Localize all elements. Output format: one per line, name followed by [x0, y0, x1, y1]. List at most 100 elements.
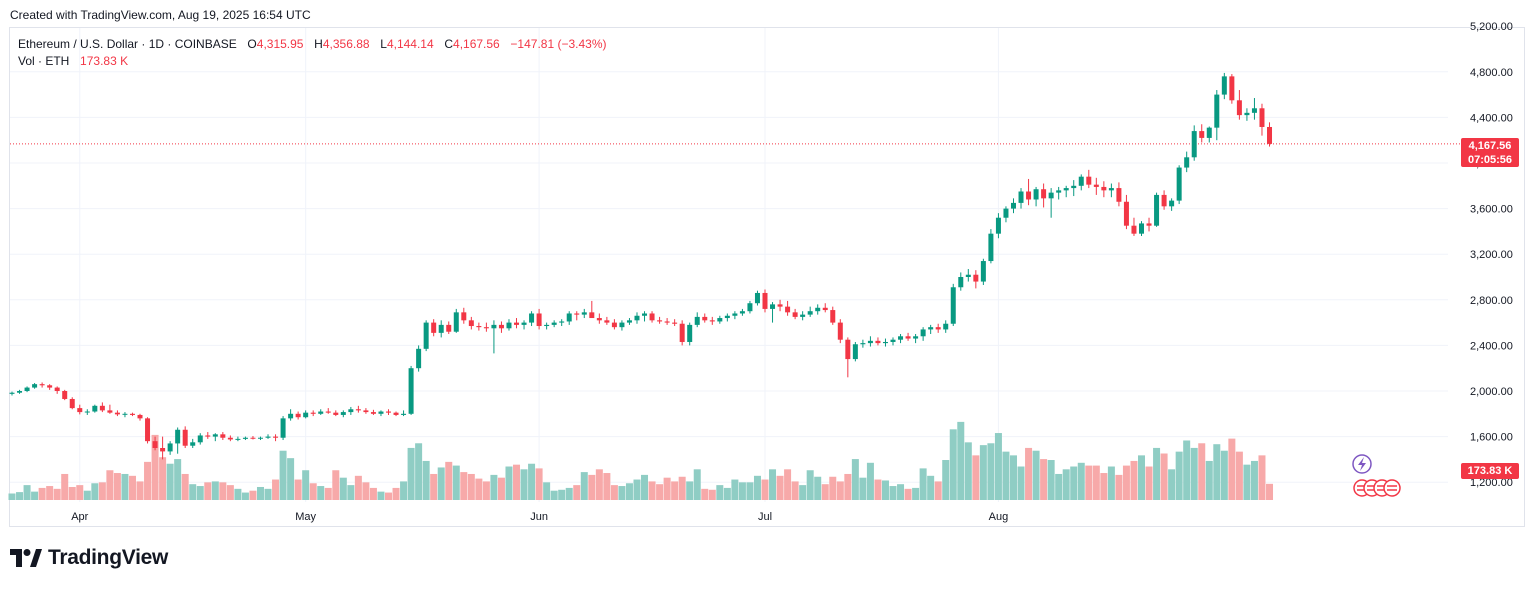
tradingview-brand-name: TradingView [48, 546, 169, 569]
candle-body [574, 313, 580, 315]
volume-bar [927, 475, 935, 500]
volume-bar [1055, 473, 1063, 500]
legend-high-value: 4,356.88 [322, 37, 370, 51]
volume-bar [1258, 455, 1266, 500]
candle-body [92, 405, 98, 412]
volume-bar [159, 457, 167, 500]
candle-body [732, 313, 738, 316]
candle-body [99, 405, 105, 411]
volume-bar [211, 481, 219, 500]
volume-bar [475, 478, 483, 500]
candle-body [190, 442, 196, 446]
candle-body [401, 413, 407, 415]
volume-bar [339, 477, 347, 500]
volume-bar [324, 487, 332, 500]
candle-body [431, 322, 437, 333]
candle-body [1063, 188, 1069, 191]
volume-bar [859, 477, 867, 500]
candle-body [867, 340, 873, 344]
candle-body [1214, 94, 1220, 128]
volume-bar [1047, 460, 1055, 500]
candle-body [709, 320, 715, 322]
candle-body [1056, 190, 1062, 193]
volume-bar [942, 460, 950, 500]
volume-bar [731, 479, 739, 500]
volume-bar [595, 469, 603, 500]
legend-volume-label[interactable]: Vol · ETH [18, 54, 70, 68]
candle-body [913, 336, 919, 339]
candle-body [265, 436, 271, 438]
volume-bar [272, 479, 280, 500]
candle-body [212, 434, 218, 437]
volume-bar [234, 488, 242, 500]
y-tick-label: 2,000.00 [1470, 386, 1513, 398]
candle-body [785, 306, 791, 313]
volume-bar [362, 482, 370, 500]
volume-bar [415, 443, 423, 500]
candle-body [333, 412, 339, 415]
volume-bar [1002, 451, 1010, 500]
candle-body [642, 313, 648, 316]
candle-body [762, 292, 768, 309]
volume-bar [294, 479, 302, 500]
volume-bar [505, 466, 513, 500]
volume-bar [641, 474, 649, 500]
volume-bar [513, 464, 521, 500]
y-tick-label: 2,400.00 [1470, 340, 1513, 352]
volume-bar [204, 482, 212, 500]
candle-body [453, 312, 459, 332]
candle-body [551, 322, 557, 325]
candle-body [1176, 167, 1182, 201]
volume-bar [633, 479, 641, 500]
candle-body [227, 437, 233, 440]
volume-bar [1183, 440, 1191, 500]
legend-open-label: O [247, 37, 257, 51]
volume-bar [1250, 460, 1258, 500]
candle-body [845, 339, 851, 360]
candle-body [318, 411, 324, 414]
candle-body [47, 385, 53, 388]
created-with-caption: Created with TradingView.com, Aug 19, 20… [10, 8, 311, 22]
y-tick-label: 1,600.00 [1470, 432, 1513, 444]
volume-bar [1145, 466, 1153, 500]
candle-body [491, 324, 497, 329]
candle-body [476, 326, 482, 328]
volume-bar [196, 486, 204, 500]
candle-body [514, 322, 520, 325]
candle-body [1236, 100, 1242, 116]
candle-body [724, 315, 730, 319]
candle-body [423, 322, 429, 349]
tradingview-brand[interactable]: TradingView [10, 546, 168, 570]
volume-bar [806, 470, 814, 500]
volume-bar [385, 492, 392, 500]
candle-body [39, 384, 45, 386]
candle-body [611, 322, 617, 328]
volume-bar [1122, 465, 1130, 500]
volume-bar [625, 483, 633, 500]
candle-body [1206, 127, 1212, 138]
volume-bar [1017, 466, 1025, 500]
volume-bar [799, 485, 807, 500]
candle-body [1267, 126, 1273, 144]
volume-bar [1107, 466, 1115, 500]
candle-body [9, 392, 15, 394]
volume-bar [460, 472, 468, 500]
candle-body [378, 411, 384, 414]
volume-bar [1160, 453, 1168, 500]
volume-bar [889, 486, 897, 500]
legend-symbol[interactable]: Ethereum / U.S. Dollar · 1D · COINBASE [18, 37, 237, 51]
candle-body [167, 443, 173, 452]
volume-bar [979, 445, 987, 500]
volume-bar [1220, 450, 1228, 500]
volume-bar [776, 475, 784, 500]
volume-bar [121, 473, 129, 500]
volume-bar [746, 482, 754, 500]
volume-bar [302, 470, 310, 500]
candle-body [17, 391, 23, 393]
chart-frame[interactable] [9, 27, 1525, 527]
candle-body [521, 322, 527, 325]
volume-bar [565, 487, 573, 500]
candle-body [1169, 200, 1175, 207]
candle-body [468, 320, 474, 327]
